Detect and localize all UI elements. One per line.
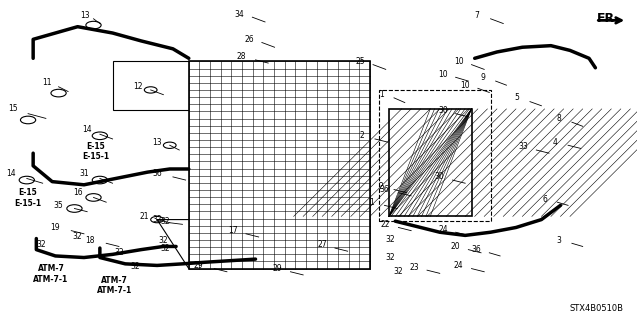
Text: 32: 32	[73, 232, 83, 241]
Text: 32: 32	[130, 262, 140, 271]
Text: 32: 32	[161, 217, 170, 226]
Text: 23: 23	[410, 263, 419, 271]
Text: FR.: FR.	[596, 12, 620, 25]
Text: 32: 32	[385, 253, 395, 262]
Text: 33: 33	[519, 142, 529, 151]
Text: 36: 36	[379, 185, 388, 194]
Text: 8: 8	[557, 114, 561, 123]
Text: 21: 21	[140, 212, 149, 221]
Text: 10: 10	[460, 81, 470, 90]
Text: 35: 35	[54, 201, 63, 210]
Text: 32: 32	[36, 241, 45, 249]
Text: 1: 1	[369, 198, 374, 207]
Text: 31: 31	[79, 169, 89, 178]
Text: 5: 5	[515, 93, 520, 102]
Text: 14: 14	[6, 169, 16, 178]
Text: 20: 20	[451, 242, 460, 251]
Text: 24: 24	[438, 225, 448, 234]
Text: 9: 9	[481, 73, 485, 82]
Text: 17: 17	[228, 226, 238, 235]
Text: 1: 1	[379, 90, 383, 99]
Text: 28: 28	[237, 52, 246, 61]
Text: 2: 2	[379, 182, 383, 191]
Text: 34: 34	[235, 10, 244, 19]
Text: 14: 14	[83, 125, 92, 134]
Bar	[389, 109, 472, 216]
Text: 15: 15	[8, 104, 18, 113]
Text: 18: 18	[86, 236, 95, 245]
Text: 36: 36	[472, 245, 481, 254]
Text: 13: 13	[152, 137, 162, 147]
Text: 32: 32	[385, 235, 395, 244]
Text: 32: 32	[394, 267, 403, 276]
Text: 4: 4	[553, 137, 558, 147]
Text: 30: 30	[435, 172, 445, 182]
Text: 32: 32	[159, 236, 168, 245]
Text: STX4B0510B: STX4B0510B	[570, 304, 624, 313]
Text: E-15
E-15-1: E-15 E-15-1	[82, 142, 109, 161]
Text: 19: 19	[51, 223, 60, 232]
Bar	[380, 90, 491, 221]
Text: 32: 32	[114, 248, 124, 257]
Text: 3: 3	[557, 236, 562, 245]
Polygon shape	[113, 62, 189, 110]
Text: 30: 30	[438, 106, 448, 115]
Text: 10: 10	[454, 57, 463, 66]
Text: 22: 22	[381, 220, 390, 229]
Text: 26: 26	[244, 35, 254, 44]
Text: ATM-7
ATM-7-1: ATM-7 ATM-7-1	[33, 264, 68, 284]
Text: 12: 12	[133, 82, 143, 91]
Text: 2: 2	[360, 131, 365, 140]
Text: 32: 32	[161, 244, 170, 253]
Text: 25: 25	[356, 57, 365, 66]
Text: 13: 13	[81, 11, 90, 20]
Text: 6: 6	[542, 195, 547, 204]
Text: 29: 29	[193, 261, 203, 270]
Text: ATM-7
ATM-7-1: ATM-7 ATM-7-1	[97, 276, 132, 295]
Text: 24: 24	[454, 261, 463, 270]
Text: 16: 16	[73, 188, 83, 197]
Text: 11: 11	[42, 78, 52, 86]
Text: 29: 29	[273, 264, 282, 273]
Text: 10: 10	[438, 70, 448, 78]
Polygon shape	[157, 219, 370, 269]
Text: 27: 27	[317, 241, 327, 249]
Text: 7: 7	[474, 11, 479, 20]
Text: 32: 32	[152, 215, 162, 224]
Text: E-15
E-15-1: E-15 E-15-1	[15, 189, 42, 208]
Text: 36: 36	[152, 169, 162, 178]
Bar	[189, 62, 370, 269]
